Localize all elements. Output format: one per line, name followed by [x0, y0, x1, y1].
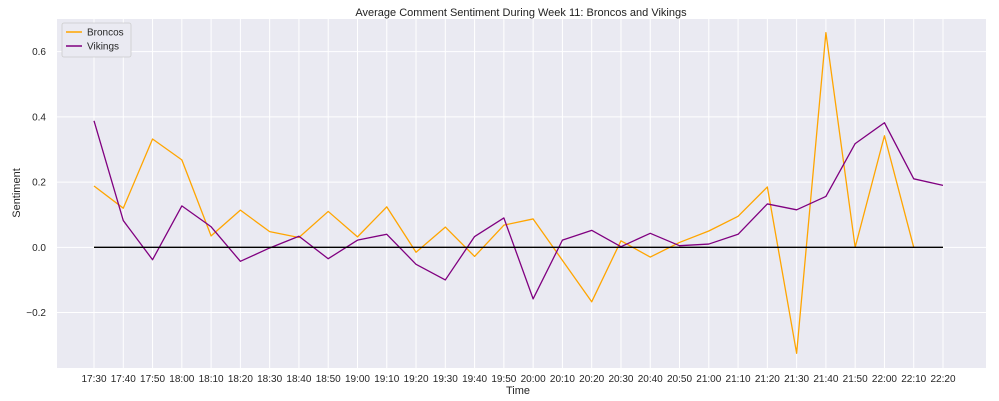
x-tick-label: 18:10: [199, 374, 224, 385]
x-tick-label: 20:40: [638, 374, 663, 385]
x-tick-label: 22:20: [930, 374, 955, 385]
series-layer: [93, 32, 944, 354]
y-tick-label: −0.2: [26, 308, 46, 319]
x-tick-label: 18:00: [169, 374, 194, 385]
y-tick-label: 0.6: [32, 47, 46, 58]
chart-title: Average Comment Sentiment During Week 11…: [355, 7, 687, 19]
x-tick-label: 18:20: [228, 374, 253, 385]
x-tick-label: 20:00: [521, 374, 546, 385]
legend-label-vikings: Vikings: [87, 42, 119, 53]
x-tick-label: 20:30: [608, 374, 633, 385]
x-tick-label: 19:20: [404, 374, 429, 385]
y-tick-label: 0.0: [32, 243, 46, 254]
x-tick-label: 19:40: [462, 374, 487, 385]
x-tick-label: 19:10: [374, 374, 399, 385]
series-line-vikings: [93, 120, 944, 300]
grid-lines: [57, 19, 986, 368]
y-tick-label: 0.4: [32, 112, 46, 123]
x-tick-label: 20:20: [579, 374, 604, 385]
legend: Broncos Vikings: [61, 22, 132, 58]
x-tick-label: 21:30: [784, 374, 809, 385]
x-tick-label: 22:10: [901, 374, 926, 385]
y-axis: −0.2 0.0 0.2 0.4 0.6: [26, 47, 46, 319]
x-tick-label: 19:00: [345, 374, 370, 385]
x-tick-label: 21:00: [696, 374, 721, 385]
plot-area: [57, 19, 986, 368]
x-tick-label: 17:30: [81, 374, 106, 385]
y-axis-label: Sentiment: [11, 168, 23, 218]
x-tick-label: 20:10: [550, 374, 575, 385]
x-axis: 17:30 17:40 17:50 18:00 18:10 18:20 18:30 18:40…: [81, 374, 955, 385]
x-tick-label: 22:00: [872, 374, 897, 385]
x-tick-label: 17:50: [140, 374, 165, 385]
legend-label-broncos: Broncos: [87, 28, 124, 39]
x-tick-label: 21:10: [726, 374, 751, 385]
x-tick-label: 19:50: [491, 374, 516, 385]
y-tick-label: 0.2: [32, 178, 46, 189]
x-tick-label: 18:40: [286, 374, 311, 385]
series-line-broncos: [93, 32, 915, 354]
x-tick-label: 21:20: [755, 374, 780, 385]
x-tick-label: 20:50: [667, 374, 692, 385]
x-axis-label: Time: [506, 385, 530, 397]
x-tick-label: 21:50: [843, 374, 868, 385]
x-tick-label: 19:30: [433, 374, 458, 385]
x-tick-label: 17:40: [111, 374, 136, 385]
x-tick-label: 18:30: [257, 374, 282, 385]
x-tick-label: 21:40: [813, 374, 838, 385]
x-tick-label: 18:50: [316, 374, 341, 385]
